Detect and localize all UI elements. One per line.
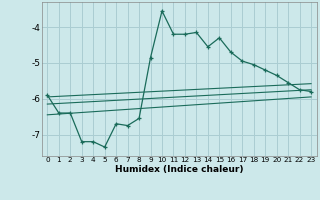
X-axis label: Humidex (Indice chaleur): Humidex (Indice chaleur) [115, 165, 244, 174]
